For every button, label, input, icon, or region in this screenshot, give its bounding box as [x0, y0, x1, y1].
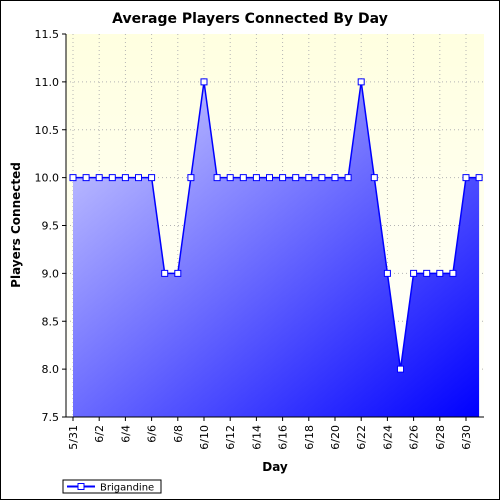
y-tick-label: 8.0 — [42, 363, 60, 376]
y-tick-label: 10.0 — [35, 172, 60, 185]
data-point — [135, 174, 142, 182]
x-tick-label: 6/10 — [198, 425, 211, 450]
x-tick-label: 6/6 — [146, 425, 159, 443]
x-tick-label: 6/16 — [277, 425, 290, 450]
legend: Brigandine — [62, 479, 162, 494]
y-tick-label: 10.5 — [35, 124, 60, 137]
x-tick-label: 6/26 — [408, 425, 421, 450]
data-point — [266, 174, 273, 182]
data-point — [213, 174, 221, 182]
data-point — [161, 269, 169, 277]
data-point — [423, 269, 431, 277]
x-tick-label: 6/30 — [460, 425, 473, 450]
y-axis-ticks: 7.5 8.0 8.5 9.0 9.5 10.0 10.5 11.0 11.5 — [35, 28, 66, 424]
legend-box — [62, 479, 162, 494]
x-tick-label: 6/28 — [434, 425, 447, 450]
data-point — [449, 269, 457, 277]
data-point — [370, 174, 378, 182]
x-tick-label: 6/8 — [172, 425, 185, 443]
data-point — [148, 174, 156, 182]
data-point — [121, 174, 129, 182]
y-axis-title: Players Connected — [9, 162, 23, 288]
x-tick-label: 6/22 — [355, 425, 368, 450]
data-point — [292, 174, 300, 182]
y-tick-label: 7.5 — [42, 411, 60, 424]
data-point — [318, 174, 326, 182]
data-point — [174, 269, 182, 277]
y-tick-label: 9.5 — [42, 220, 60, 233]
data-point — [383, 269, 391, 277]
data-point — [239, 174, 247, 182]
x-tick-label: 6/20 — [329, 425, 342, 450]
x-tick-label: 6/14 — [250, 425, 263, 450]
series-markers — [69, 78, 483, 373]
x-axis-title: Day — [262, 460, 288, 474]
data-point — [436, 269, 444, 277]
chart-title: Average Players Connected By Day — [112, 11, 388, 27]
y-tick-label: 9.0 — [42, 267, 60, 280]
data-point — [410, 269, 418, 277]
series-area — [73, 81, 480, 417]
data-point — [200, 78, 208, 86]
data-point — [344, 174, 352, 182]
legend-label: Brigandine — [100, 483, 154, 494]
data-point — [95, 174, 103, 182]
legend-marker-swatch — [77, 483, 85, 490]
y-tick-label: 11.5 — [35, 28, 60, 41]
x-tick-label: 6/4 — [119, 425, 132, 443]
data-point — [69, 174, 77, 182]
data-point — [108, 174, 116, 182]
data-point — [397, 365, 404, 373]
series-area-fill — [73, 81, 480, 417]
data-point — [226, 174, 234, 182]
x-tick-label: 6/12 — [224, 425, 237, 450]
data-point — [187, 174, 195, 182]
y-tick-label: 11.0 — [35, 76, 60, 89]
data-point — [305, 174, 313, 182]
data-point — [279, 174, 287, 182]
x-tick-label: 5/31 — [67, 425, 80, 450]
data-point — [82, 174, 90, 182]
x-tick-label: 6/2 — [93, 425, 106, 443]
data-point — [331, 174, 339, 182]
x-axis-ticks: 5/31 6/2 6/4 6/6 6/8 6/10 6/12 6/14 6/16 6/18 6/20… — [67, 417, 473, 450]
data-point — [357, 78, 365, 86]
data-point — [252, 174, 260, 182]
data-point — [462, 174, 470, 182]
x-tick-label: 6/18 — [303, 425, 316, 450]
data-point — [475, 174, 483, 182]
y-tick-label: 8.5 — [42, 315, 60, 328]
x-tick-label: 6/24 — [381, 425, 394, 450]
